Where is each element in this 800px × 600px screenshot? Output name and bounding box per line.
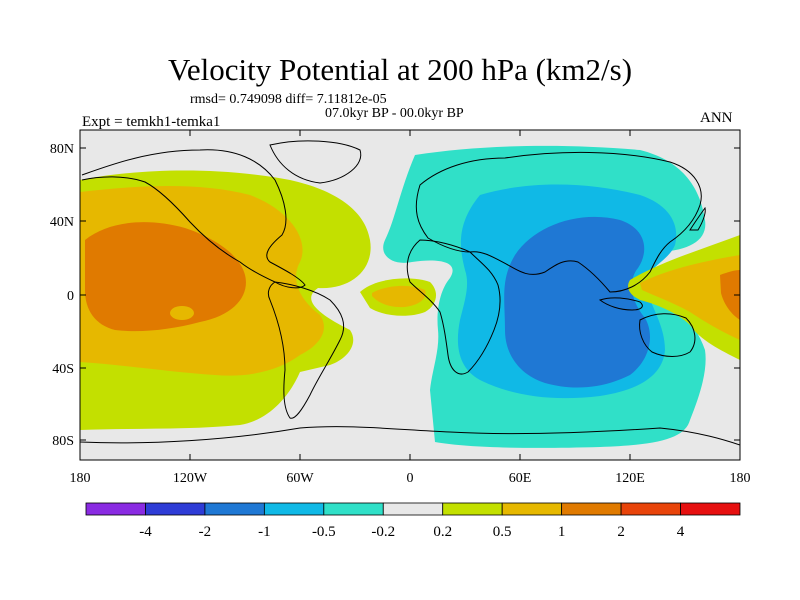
colorbar-swatch <box>561 502 622 516</box>
latitude-axis: 80N 40N 0 40S 80S <box>50 142 740 449</box>
negative-region-min <box>504 216 650 388</box>
positive-region-atlantic-core <box>372 285 426 308</box>
colorbar-label: 2 <box>617 524 625 540</box>
colorbar-swatch <box>85 502 146 516</box>
experiment-label: Expt = temkh1-temka1 <box>82 114 221 130</box>
coast-japan <box>689 206 706 231</box>
colorbar-label: -1 <box>258 524 271 540</box>
figure-title: Velocity Potential at 200 hPa (km2/s) <box>167 52 633 87</box>
lon-tick-label: 60E <box>509 471 532 486</box>
colorbar-label: -2 <box>199 524 212 540</box>
colorbar-label: 4 <box>677 524 685 540</box>
coast-antarctica <box>80 426 740 446</box>
lat-tick-label: 0 <box>67 289 74 304</box>
lat-tick-label: 80S <box>52 434 74 449</box>
coast-australia <box>639 313 696 357</box>
lon-tick-label: 120E <box>615 471 645 486</box>
colorbar-swatch <box>620 502 681 516</box>
contour-fields <box>80 145 740 448</box>
lat-tick-label: 80N <box>50 142 74 157</box>
colorbar-swatch <box>323 502 384 516</box>
coast-south-america <box>267 281 345 419</box>
colorbar-label: 0.2 <box>433 524 452 540</box>
coast-africa <box>406 239 501 375</box>
lon-tick-label: 60W <box>286 471 314 486</box>
colorbar-label: 0.5 <box>493 524 512 540</box>
period-text: 07.0kyr BP - 00.0kyr BP <box>325 106 464 121</box>
colorbar-label: 1 <box>558 524 566 540</box>
colorbar-label: -0.2 <box>371 524 395 540</box>
lon-tick-label: 0 <box>407 471 414 486</box>
colorbar-label: -4 <box>139 524 152 540</box>
coastlines <box>80 140 740 446</box>
positive-region-west-pacific-max <box>720 270 740 320</box>
lon-tick-label: 180 <box>70 471 91 486</box>
positive-region-americas-max <box>85 222 246 332</box>
colorbar-swatch <box>263 502 325 516</box>
colorbar-swatch <box>680 502 741 516</box>
stats-text: rmsd= 0.749098 diff= 7.11812e-05 <box>190 92 387 107</box>
pocket-yellow-pacific <box>170 306 194 320</box>
lon-tick-label: 180 <box>730 471 751 486</box>
southern-tongue <box>170 337 250 359</box>
colorbar-swatch <box>145 502 206 516</box>
coast-greenland <box>269 140 362 184</box>
lon-tick-label: 120W <box>173 471 208 486</box>
colorbar-swatch <box>204 502 265 516</box>
colorbar-swatch <box>501 502 563 516</box>
coast-north-america <box>81 149 306 289</box>
colorbar-swatch <box>382 502 444 516</box>
lat-tick-label: 40S <box>52 362 74 377</box>
coast-eurasia <box>415 151 702 293</box>
colorbar: -4 -2 -1 -0.5 -0.2 0.2 0.5 1 2 4 <box>85 502 741 540</box>
colorbar-label: -0.5 <box>312 524 336 540</box>
season-label: ANN <box>700 110 733 126</box>
lat-tick-label: 40N <box>50 215 74 230</box>
colorbar-swatch <box>442 502 503 516</box>
coast-indonesia <box>598 297 643 311</box>
positive-region-west-pacific-core <box>640 255 740 340</box>
longitude-axis: 180 120W 60W 0 60E 120E 180 <box>70 130 751 486</box>
